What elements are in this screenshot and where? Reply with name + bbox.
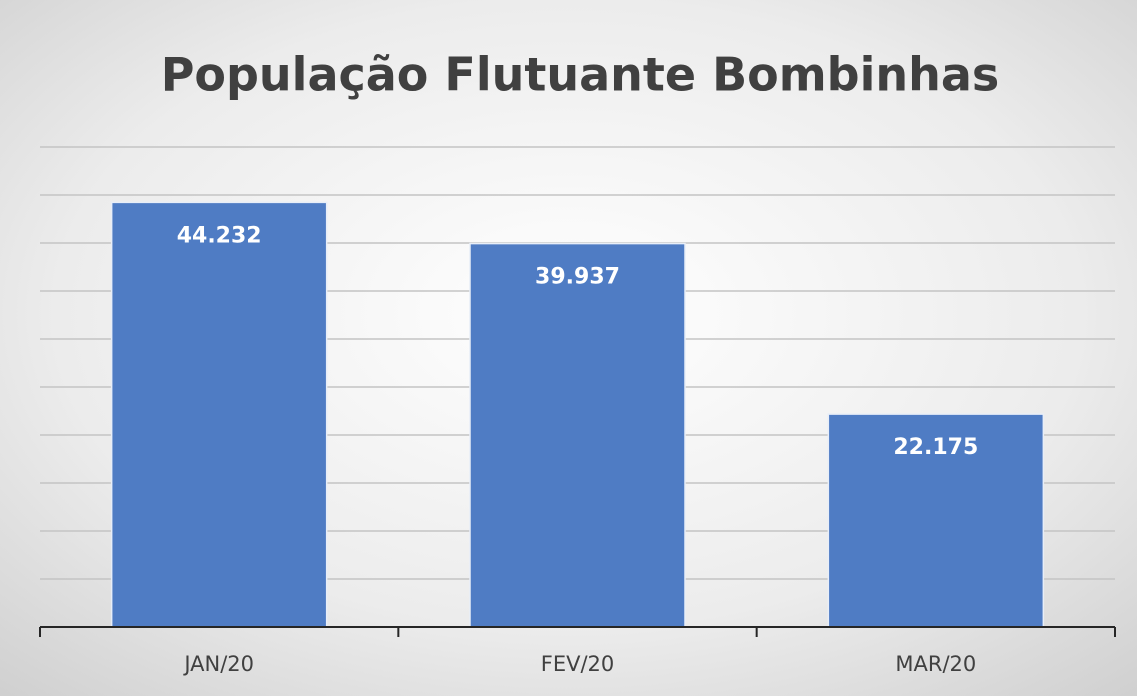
bar (469, 242, 686, 628)
data-label: 44.232 (177, 223, 262, 248)
x-tick-label: JAN/20 (182, 652, 254, 676)
x-tick-label: FEV/20 (541, 652, 615, 676)
chart-title: População Flutuante Bombinhas (161, 48, 1000, 102)
x-tick-label: MAR/20 (895, 652, 976, 676)
bar (827, 413, 1045, 628)
data-label: 39.937 (535, 265, 620, 290)
data-label: 22.175 (893, 435, 978, 460)
bar (110, 201, 328, 628)
